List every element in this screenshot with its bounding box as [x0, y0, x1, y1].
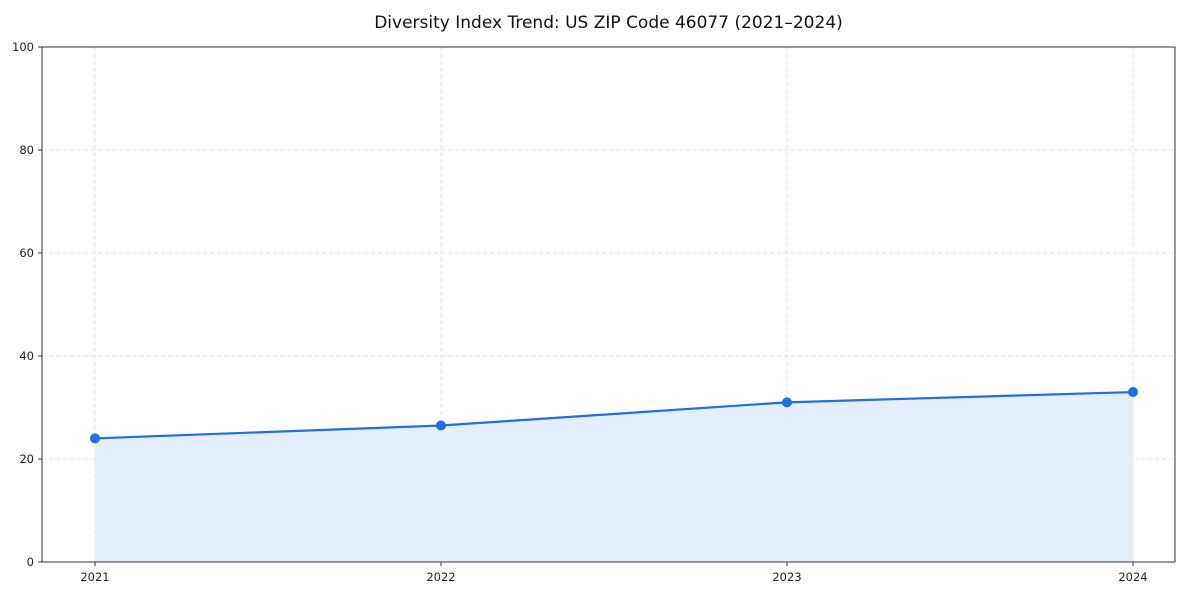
data-point: [436, 420, 446, 431]
y-tick-label: 100: [12, 40, 34, 54]
y-tick-label: 60: [19, 246, 34, 260]
data-point: [782, 397, 792, 408]
y-tick-label: 80: [19, 143, 34, 157]
area-fill: [95, 392, 1133, 562]
x-tick-label: 2023: [772, 570, 801, 584]
y-tick-label: 0: [27, 555, 34, 569]
plot-border: [41, 46, 1176, 563]
y-tick-label: 20: [19, 452, 34, 466]
data-point: [90, 433, 100, 444]
x-tick-label: 2021: [80, 570, 109, 584]
data-point: [1128, 387, 1138, 398]
x-tick-label: 2022: [426, 570, 455, 584]
x-tick-label: 2024: [1118, 570, 1147, 584]
trend-line: [94, 390, 1134, 440]
chart-title: Diversity Index Trend: US ZIP Code 46077…: [374, 13, 843, 33]
y-tick-label: 40: [19, 349, 34, 363]
